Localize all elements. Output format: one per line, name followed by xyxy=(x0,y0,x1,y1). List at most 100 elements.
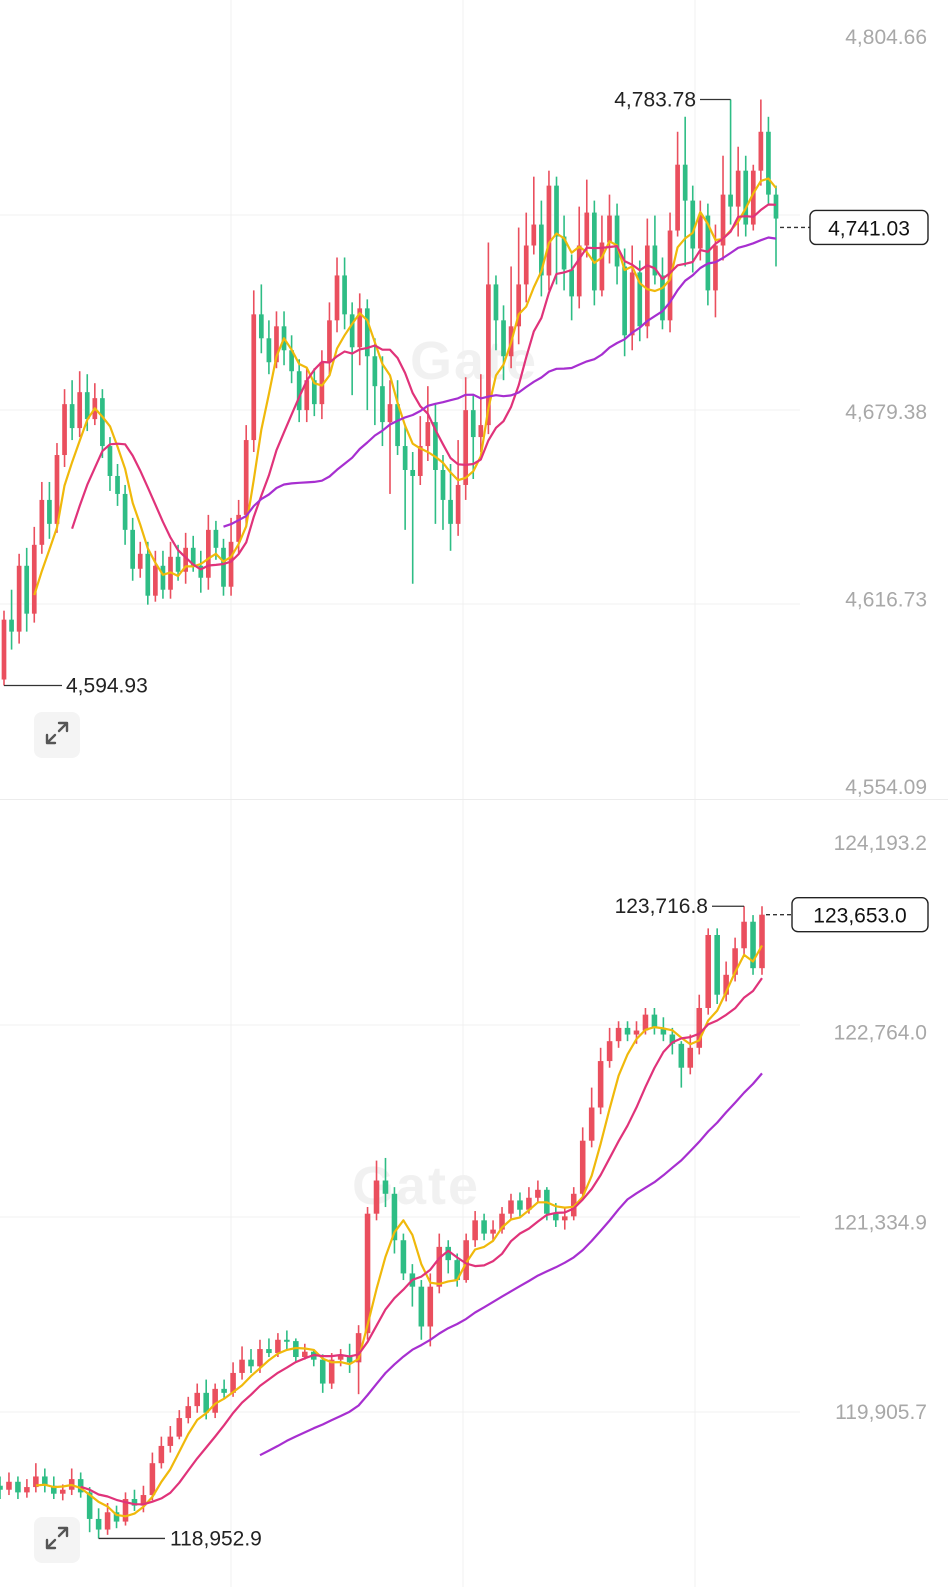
candle-body xyxy=(346,1355,353,1363)
expand-arrows-icon xyxy=(44,1525,70,1556)
candle-body xyxy=(137,553,143,569)
candle-body xyxy=(478,425,484,438)
candle-body xyxy=(773,194,779,219)
candle-body xyxy=(592,212,597,291)
candle-body xyxy=(327,320,332,363)
candle-body xyxy=(16,565,22,632)
current-price-label: 123,653.0 xyxy=(813,905,906,928)
ma-mid-line xyxy=(80,977,763,1506)
ma-fast-line xyxy=(35,944,763,1518)
expand-chart-button[interactable] xyxy=(34,1517,80,1563)
candle-body xyxy=(24,565,30,614)
candle-body xyxy=(302,1351,308,1358)
candle-body xyxy=(122,493,128,530)
candle-body xyxy=(221,547,226,587)
gate-watermark: Gate xyxy=(352,1156,481,1216)
candle-body xyxy=(624,1027,631,1035)
candle-body xyxy=(185,1406,192,1419)
candle-body xyxy=(523,245,529,285)
candle-body xyxy=(334,275,340,321)
candle-body xyxy=(153,565,158,596)
candle-body xyxy=(561,1216,568,1221)
candle-body xyxy=(337,1355,344,1360)
low-price-label: 118,952.9 xyxy=(170,1527,262,1550)
candle-body xyxy=(349,314,355,348)
candle-body xyxy=(637,272,643,327)
candle-body xyxy=(758,131,764,171)
candle-body xyxy=(735,170,741,207)
candle-body xyxy=(1,619,7,680)
candle-body xyxy=(100,398,105,447)
candle-body xyxy=(720,194,726,246)
candle-body xyxy=(651,1014,658,1028)
candle-body xyxy=(759,914,765,969)
candle-body xyxy=(373,1180,380,1214)
candle-body xyxy=(463,1240,469,1281)
candle-body xyxy=(77,1479,84,1493)
candle-body xyxy=(221,1388,227,1393)
y-axis-tick-label: 122,764.0 xyxy=(834,1022,927,1045)
candle-body xyxy=(597,1061,604,1108)
candle-body xyxy=(198,565,204,578)
y-axis-tick-label: 124,193.2 xyxy=(834,832,927,855)
candle-body xyxy=(190,547,196,566)
panel-divider xyxy=(0,799,948,800)
candle-body xyxy=(228,541,234,587)
candle-body xyxy=(588,1107,595,1141)
ma-slow-line xyxy=(259,1072,763,1457)
high-price-label: 123,716.8 xyxy=(615,895,708,918)
candle-body xyxy=(445,1246,452,1261)
candle-body xyxy=(84,392,90,420)
candle-body xyxy=(395,404,400,447)
current-price-label: 4,741.03 xyxy=(828,217,910,240)
btc-candlestick-panel[interactable]: Gate 124,193.2 122,764.0 121,334.9 119,905.… xyxy=(0,800,948,1587)
candle-body xyxy=(418,1286,425,1327)
candle-body xyxy=(660,1027,667,1035)
candle-body xyxy=(176,1418,183,1437)
candle-body xyxy=(690,200,696,249)
candle-body xyxy=(417,446,423,476)
candle-body xyxy=(342,275,347,315)
candle-body xyxy=(47,499,52,524)
candle-body xyxy=(607,215,612,243)
candle-body xyxy=(289,350,294,372)
candle-body xyxy=(669,1034,676,1044)
candle-body xyxy=(203,1392,209,1413)
candle-body xyxy=(766,131,771,195)
candle-body xyxy=(167,1436,174,1446)
candle-body xyxy=(391,1193,398,1241)
candle-body xyxy=(696,1007,703,1048)
expand-arrows-icon xyxy=(44,720,70,751)
candle-body xyxy=(501,320,506,357)
candle-body xyxy=(576,245,582,297)
current-price-box xyxy=(791,896,929,933)
candle-body xyxy=(131,1499,138,1506)
candle-body xyxy=(382,1180,389,1194)
candle-body xyxy=(54,455,60,524)
btc-candlestick-chart[interactable]: 124,193.2 122,764.0 121,334.9 119,905.7 123,… xyxy=(0,800,948,1587)
candle-body xyxy=(149,1463,156,1496)
eth-candlestick-chart[interactable]: 4,804.66 4,679.38 4,616.73 4,554.09 4,783.78… xyxy=(0,0,948,800)
candle-body xyxy=(130,529,136,569)
candle-body xyxy=(206,529,211,578)
candle-body xyxy=(284,1339,290,1342)
candle-body xyxy=(86,1492,93,1519)
ma-mid-line xyxy=(71,203,777,571)
y-axis-tick-label: 121,334.9 xyxy=(834,1211,927,1234)
candle-body xyxy=(714,934,720,995)
candle-body xyxy=(239,1359,245,1373)
eth-candlestick-panel[interactable]: Gate 4,804.66 4,679.38 4,616.73 4,554.09 4,7… xyxy=(0,0,948,800)
candle-body xyxy=(427,1286,434,1327)
candle-body xyxy=(622,266,627,336)
candle-body xyxy=(652,245,658,276)
candle-body xyxy=(113,1512,120,1522)
y-axis-tick-label: 119,905.7 xyxy=(835,1401,927,1424)
candle-body xyxy=(319,1359,326,1384)
candle-body xyxy=(750,921,756,969)
candle-body xyxy=(678,1043,685,1068)
candle-body xyxy=(213,529,219,548)
candle-body xyxy=(0,1485,3,1490)
candle-body xyxy=(584,212,590,246)
candle-body xyxy=(6,1481,12,1490)
expand-chart-button[interactable] xyxy=(34,712,80,758)
